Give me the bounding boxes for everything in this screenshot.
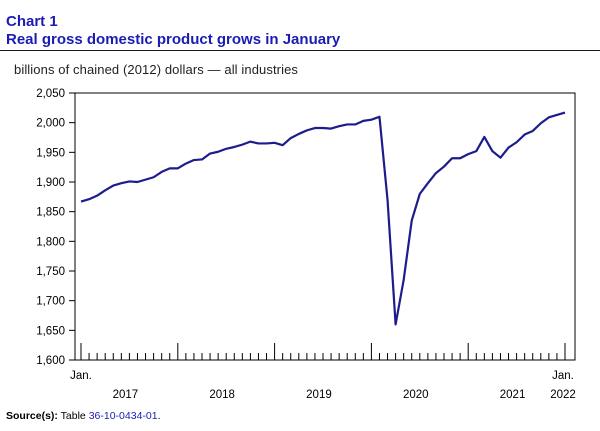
data-point xyxy=(459,157,461,159)
data-point xyxy=(217,151,219,153)
y-tick-label: 1,600 xyxy=(36,355,65,367)
data-point xyxy=(152,176,154,178)
data-point xyxy=(112,184,114,186)
data-point xyxy=(346,123,348,125)
x-year-label: 2020 xyxy=(403,389,429,401)
data-point xyxy=(451,157,453,159)
source-note: Source(s): Table 36-10-0434-01. xyxy=(6,410,161,422)
data-point xyxy=(193,159,195,161)
data-point xyxy=(523,133,525,135)
y-tick-label: 2,000 xyxy=(36,118,65,130)
data-point xyxy=(136,181,138,183)
y-tick-label: 1,750 xyxy=(36,266,65,278)
data-point xyxy=(298,133,300,135)
y-tick-label: 1,900 xyxy=(36,177,65,189)
data-point xyxy=(120,182,122,184)
data-point xyxy=(209,152,211,154)
data-point xyxy=(548,116,550,118)
x-end-label: Jan. xyxy=(552,370,574,382)
data-points xyxy=(80,111,566,325)
data-point xyxy=(273,142,275,144)
data-point xyxy=(564,111,566,113)
y-axis-unit-label: billions of chained (2012) dollars — all… xyxy=(14,62,299,77)
data-point xyxy=(515,141,517,143)
data-point xyxy=(185,162,187,164)
x-year-label: 2019 xyxy=(306,389,332,401)
data-point xyxy=(322,127,324,129)
source-label: Source(s): xyxy=(6,410,58,422)
data-point xyxy=(201,158,203,160)
data-point xyxy=(257,142,259,144)
data-point xyxy=(394,323,396,325)
data-point xyxy=(475,150,477,152)
source-suffix: . xyxy=(157,410,161,422)
x-year-label: 2021 xyxy=(500,389,526,401)
data-point xyxy=(499,156,501,158)
data-point xyxy=(467,153,469,155)
data-point xyxy=(314,127,316,129)
x-year-label: 2022 xyxy=(550,389,576,401)
data-point xyxy=(104,189,106,191)
plot-frame xyxy=(74,92,576,361)
chart-number: Chart 1 xyxy=(6,13,58,30)
data-point xyxy=(378,116,380,118)
data-point xyxy=(540,122,542,124)
x-axis-labels: Jan. Jan. 2017 2018 2019 2020 2021 2022 xyxy=(70,370,576,401)
y-axis: 1,600 1,650 1,700 1,750 1,800 1,850 1,900 1,950… xyxy=(36,88,75,367)
data-point xyxy=(88,198,90,200)
data-point xyxy=(169,167,171,169)
x-year-label: 2017 xyxy=(113,389,139,401)
y-tick-label: 2,050 xyxy=(36,88,65,100)
y-tick-label: 1,650 xyxy=(36,325,65,337)
y-tick-label: 1,850 xyxy=(36,207,65,219)
data-point xyxy=(435,172,437,174)
y-tick-label: 1,950 xyxy=(36,147,65,159)
data-point xyxy=(419,193,421,195)
data-point xyxy=(160,171,162,173)
data-point xyxy=(362,120,364,122)
data-point xyxy=(402,279,404,281)
y-tick-label: 1,700 xyxy=(36,296,65,308)
gdp-series-line xyxy=(80,111,566,326)
data-point xyxy=(532,130,534,132)
data-point xyxy=(556,114,558,116)
data-point xyxy=(483,136,485,138)
data-point xyxy=(96,194,98,196)
data-point xyxy=(225,148,227,150)
chart-title: Real gross domestic product grows in Jan… xyxy=(6,31,341,48)
data-point xyxy=(281,144,283,146)
data-point xyxy=(241,143,243,145)
data-point xyxy=(427,182,429,184)
data-point xyxy=(338,125,340,127)
data-point xyxy=(265,142,267,144)
data-point xyxy=(249,140,251,142)
source-prefix: Table xyxy=(60,410,86,422)
data-point xyxy=(386,199,388,201)
data-point xyxy=(411,219,413,221)
data-point xyxy=(330,127,332,129)
data-point xyxy=(306,129,308,131)
x-axis xyxy=(80,343,566,360)
title-divider xyxy=(0,50,600,51)
data-point xyxy=(177,167,179,169)
data-point xyxy=(290,137,292,139)
x-start-label: Jan. xyxy=(70,370,92,382)
y-tick-label: 1,800 xyxy=(36,236,65,248)
data-point xyxy=(370,119,372,121)
data-point xyxy=(128,180,130,182)
data-point xyxy=(144,178,146,180)
data-point xyxy=(507,146,509,148)
data-point xyxy=(491,150,493,152)
data-point xyxy=(80,200,82,202)
x-year-label: 2018 xyxy=(209,389,235,401)
data-point xyxy=(233,146,235,148)
source-table-link[interactable]: 36-10-0434-01 xyxy=(88,410,158,422)
data-point xyxy=(354,123,356,125)
data-point xyxy=(443,165,445,167)
